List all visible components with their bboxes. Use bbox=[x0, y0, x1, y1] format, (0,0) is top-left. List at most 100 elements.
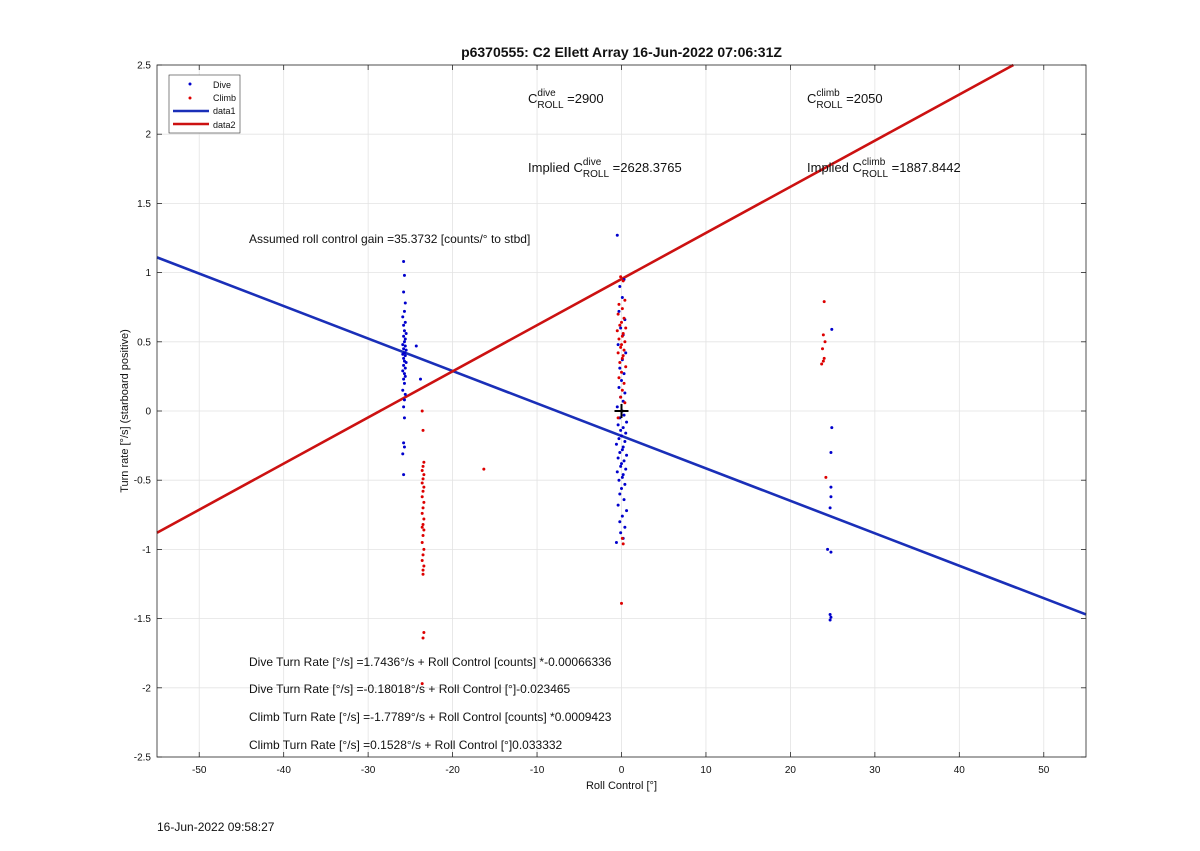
annotation-c-dive: Cdive ROLL =2900 bbox=[528, 88, 604, 111]
annotation-gain: Assumed roll control gain =35.3732 [coun… bbox=[249, 232, 530, 246]
dive-point bbox=[829, 451, 833, 455]
climb-point bbox=[615, 329, 619, 333]
climb-point bbox=[422, 528, 426, 532]
dive-point bbox=[623, 391, 627, 395]
climb-point bbox=[622, 348, 626, 352]
dive-point bbox=[615, 470, 619, 474]
data-points bbox=[401, 233, 834, 686]
dive-point bbox=[618, 520, 622, 524]
annotation-implied-climb: Implied Cclimb ROLL =1887.8442 bbox=[807, 157, 961, 180]
dive-point bbox=[402, 381, 406, 385]
dive-point bbox=[828, 618, 832, 622]
dive-point bbox=[620, 434, 623, 438]
x-tick-label: 20 bbox=[785, 765, 797, 776]
climb-point bbox=[616, 416, 620, 420]
dive-point bbox=[403, 392, 407, 396]
dive-point bbox=[401, 452, 405, 456]
dive-point bbox=[615, 405, 619, 409]
dive-point bbox=[402, 363, 406, 367]
dive-point bbox=[402, 405, 406, 409]
climb-point bbox=[422, 473, 426, 477]
climb-point bbox=[621, 542, 625, 546]
dive-point bbox=[618, 284, 622, 288]
dive-point bbox=[623, 439, 627, 443]
chart-title: p6370555: C2 Ellett Array 16-Jun-2022 07… bbox=[461, 44, 782, 60]
climb-point bbox=[420, 469, 424, 473]
legend: Dive Climb data1 data2 bbox=[168, 74, 241, 134]
dive-point bbox=[401, 343, 405, 347]
y-tick-label: 2.5 bbox=[137, 61, 151, 72]
dive-point bbox=[402, 309, 406, 313]
dive-point bbox=[402, 340, 406, 344]
climb-point bbox=[618, 361, 622, 365]
x-tick-label: 30 bbox=[869, 765, 881, 776]
climb-point bbox=[421, 506, 425, 510]
dive-point bbox=[403, 337, 407, 341]
x-tick-label: 10 bbox=[700, 765, 712, 776]
climb-point bbox=[420, 409, 424, 413]
dive-point bbox=[829, 550, 833, 554]
climb-point bbox=[617, 302, 621, 306]
climb-point bbox=[821, 347, 825, 351]
annotation-implied-dive: Implied Cdive ROLL =2628.3765 bbox=[528, 157, 682, 180]
climb-point bbox=[823, 340, 827, 344]
climb-point bbox=[620, 334, 624, 338]
dive-point bbox=[403, 374, 407, 378]
y-tick-label: -2.5 bbox=[134, 753, 152, 764]
climb-point bbox=[618, 323, 622, 327]
dive-point bbox=[404, 361, 408, 365]
climb-point bbox=[820, 362, 824, 366]
climb-point bbox=[620, 356, 624, 360]
climb-point bbox=[622, 381, 626, 385]
climb-point bbox=[420, 511, 424, 515]
y-tick-label: 1.5 bbox=[137, 199, 151, 210]
climb-point bbox=[421, 428, 425, 432]
dive-point bbox=[418, 377, 422, 381]
dive-point bbox=[829, 495, 833, 499]
x-tick-label: 40 bbox=[954, 765, 966, 776]
dive-point bbox=[404, 331, 408, 335]
climb-point bbox=[422, 460, 426, 464]
dive-point bbox=[624, 431, 628, 435]
climb-point bbox=[623, 401, 627, 405]
equation-dive-counts: Dive Turn Rate [°/s] =1.7436°/s + Roll C… bbox=[249, 655, 612, 669]
dive-point bbox=[616, 343, 620, 347]
equation-dive-degrees: Dive Turn Rate [°/s] =-0.18018°/s + Roll… bbox=[249, 682, 571, 696]
y-axis-label: Turn rate [°/s] (starboard positive) bbox=[119, 329, 131, 493]
dive-point bbox=[625, 420, 629, 424]
dive-point bbox=[401, 369, 405, 373]
climb-point bbox=[422, 485, 426, 489]
y-tick-label: 2 bbox=[145, 130, 151, 141]
annotation-c-climb: Cclimb ROLL =2050 bbox=[807, 88, 883, 111]
climb-point bbox=[616, 351, 620, 355]
climb-point bbox=[619, 275, 623, 279]
climb-point bbox=[619, 345, 623, 349]
y-tick-label: 0 bbox=[145, 407, 151, 418]
dive-point bbox=[622, 372, 626, 376]
dive-point bbox=[614, 442, 618, 446]
origin-marker bbox=[614, 404, 629, 418]
dive-point bbox=[402, 260, 406, 264]
dive-point bbox=[617, 437, 621, 441]
climb-point bbox=[421, 489, 425, 493]
dive-point bbox=[621, 426, 625, 430]
dive-point bbox=[622, 413, 626, 417]
dive-point bbox=[618, 492, 622, 496]
dive-point bbox=[414, 344, 418, 348]
climb-point bbox=[422, 630, 426, 634]
y-tick-label: -0.5 bbox=[134, 476, 152, 487]
climb-point bbox=[622, 316, 626, 320]
climb-point bbox=[420, 495, 424, 499]
dive-point bbox=[618, 366, 622, 370]
climb-point bbox=[617, 337, 621, 341]
dive-point bbox=[403, 366, 407, 370]
dive-point bbox=[402, 372, 406, 376]
dive-point bbox=[402, 347, 406, 351]
climb-point bbox=[420, 525, 424, 529]
x-tick-label: 50 bbox=[1038, 765, 1050, 776]
climb-point bbox=[621, 331, 625, 335]
equation-climb-counts: Climb Turn Rate [°/s] =-1.7789°/s + Roll… bbox=[249, 710, 612, 724]
legend-dive-marker bbox=[188, 82, 192, 86]
dive-point bbox=[829, 615, 833, 619]
dive-point bbox=[623, 482, 627, 486]
